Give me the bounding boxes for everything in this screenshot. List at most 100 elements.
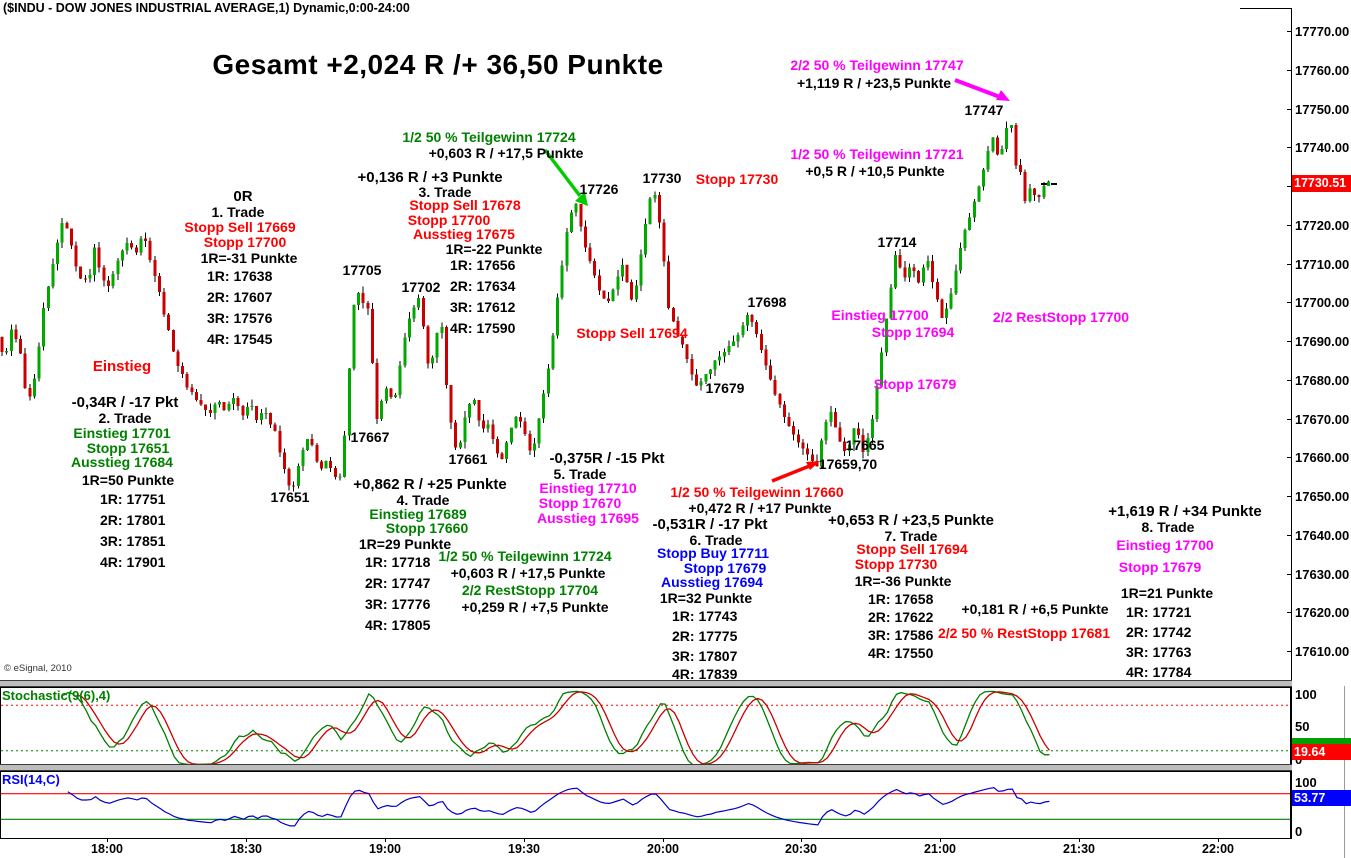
trade-2-line: 3R: 17851: [100, 533, 166, 549]
trade-3-line: Ausstieg 17675: [413, 226, 515, 242]
time-tick-label: 19:00: [369, 842, 401, 856]
trade-1-line: Stopp Sell 17669: [184, 219, 296, 235]
trade-1-line: 1R: 17638: [207, 268, 273, 284]
trade-note: Einstieg: [92, 358, 152, 375]
pane-splitter-2[interactable]: [0, 764, 1292, 771]
stochastic-k-badge: [1292, 738, 1351, 747]
price-tick: [1287, 457, 1292, 459]
trade-note: +0,181 R / +6,5 Punkte: [961, 601, 1109, 617]
rsi-scale-label: 0: [1295, 824, 1303, 839]
rsi-pane[interactable]: [0, 771, 1291, 839]
time-tick-label: 20:30: [785, 842, 817, 856]
trade-note: +0,472 R / +17 Punkte: [688, 500, 832, 516]
trade-8-line: 4R: 17784: [1126, 664, 1192, 680]
trade-note: Stopp 17679: [873, 376, 957, 392]
trade-note: 1/2 50 % Teilgewinn 17724: [402, 129, 576, 145]
price-tick: [1287, 186, 1292, 187]
trade-note: 2/2 50 % RestStopp 17681: [938, 625, 1110, 641]
trade-4-line: 1R=29 Punkte: [358, 536, 452, 552]
trade-1-line: 1R=-31 Punkte: [200, 250, 298, 266]
magenta-arrow: [954, 78, 1010, 101]
symbol-header: ($INDU - DOW JONES INDUSTRIAL AVERAGE,1)…: [3, 1, 410, 15]
price-pane[interactable]: [0, 0, 1291, 681]
trade-5-line: Ausstieg 17695: [537, 510, 639, 526]
price-point-label: 17667: [350, 429, 390, 445]
trade-2-line: Ausstieg 17684: [71, 454, 173, 470]
price-tick-label: 17690.00: [1295, 334, 1350, 349]
price-point-label: 17659,70: [818, 456, 878, 472]
price-tick-label: 17760.00: [1295, 62, 1350, 78]
price-point-label: 17705: [342, 262, 382, 278]
trade-7-line: 7. Trade: [884, 528, 938, 544]
price-tick-label: 17740.00: [1295, 140, 1350, 156]
price-tick: [1287, 263, 1292, 265]
trade-8-line: 1R: 17721: [1126, 604, 1192, 620]
trade-note: 1/2 50 % Teilgewinn 17724: [438, 548, 612, 564]
trade-3-line: 1R: 17656: [450, 257, 516, 273]
red-arrow: [771, 461, 820, 483]
trade-3-line: 3. Trade: [418, 184, 472, 200]
stochastic-value-badge: 19.64: [1292, 744, 1351, 760]
trade-5-line: Stopp 17670: [538, 495, 622, 511]
trade-2-line: Stopp 17651: [86, 440, 170, 456]
trade-7-line: +0,653 R / +23,5 Punkte: [828, 512, 994, 529]
trade-6-line: 3R: 17807: [672, 648, 738, 664]
price-tick-label: 17640.00: [1295, 527, 1350, 543]
time-tick-label: 21:30: [1063, 842, 1095, 856]
trade-3-line: Stopp 17700: [407, 212, 491, 228]
trade-3-line: 3R: 17612: [450, 299, 516, 315]
price-tick: [1287, 31, 1292, 32]
trade-6-line: Ausstieg 17694: [661, 574, 763, 590]
annotation-arrows: [543, 78, 1010, 483]
trade-6-line: Stopp Buy 17711: [656, 545, 770, 561]
trade-2-line: 1R=50 Punkte: [81, 472, 175, 488]
price-tick: [1287, 108, 1292, 110]
price-tick: [1287, 573, 1292, 575]
trade-6-line: 1R: 17743: [672, 608, 738, 624]
trade-2-line: 4R: 17901: [100, 554, 166, 570]
price-tick-label: 17610.00: [1295, 644, 1350, 659]
time-tick: [385, 838, 386, 842]
time-tick: [801, 838, 802, 842]
trade-4-line: Einstieg 17689: [369, 506, 467, 522]
price-tick: [1287, 612, 1292, 614]
trade-7-line: 1R=-36 Punkte: [854, 573, 952, 589]
trade-note: Stopp Sell 17694: [576, 325, 688, 341]
trade-note: 2/2 RestStopp 17700: [992, 309, 1130, 325]
rsi-value-badge: 53.77: [1292, 790, 1351, 806]
trade-8-line: 3R: 17763: [1126, 644, 1192, 660]
trade-note: Einstieg 17700: [831, 307, 929, 323]
trade-5-line: 5. Trade: [553, 466, 607, 482]
price-tick-label: 17680.00: [1295, 372, 1350, 388]
trade-6-line: Stopp 17679: [683, 560, 767, 576]
trade-8-line: Einstieg 17700: [1116, 537, 1214, 553]
rsi-label: RSI(14,C): [2, 772, 60, 787]
trade-4-line: 4. Trade: [396, 492, 450, 508]
time-tick: [1079, 838, 1080, 842]
stochastic-label: Stochastic(9(6),4): [2, 688, 111, 703]
price-tick-label: 17620.00: [1295, 605, 1350, 621]
trade-3-line: +0,136 R / +3 Punkte: [357, 169, 503, 186]
price-point-label: 17698: [747, 294, 787, 310]
pane-splitter-1[interactable]: [0, 680, 1292, 687]
price-point-label: 17747: [964, 102, 1004, 118]
time-tick: [1218, 838, 1219, 842]
price-tick-label: 17670.00: [1295, 411, 1350, 427]
trade-3-line: 2R: 17634: [450, 278, 516, 294]
trade-7-line: 4R: 17550: [868, 645, 934, 661]
trade-7-line: Stopp 17730: [854, 556, 938, 572]
time-tick-label: 18:30: [230, 842, 262, 856]
trade-note: 2/2 RestStopp 17704: [461, 582, 599, 598]
trade-2-line: 2. Trade: [98, 410, 152, 426]
stochastic-scale-label: 100: [1295, 687, 1317, 702]
trade-6-line: -0,531R / -17 Pkt: [652, 516, 768, 533]
last-price-badge: 17730.51: [1292, 175, 1351, 192]
trade-note: 1/2 50 % Teilgewinn 17660: [670, 484, 844, 500]
stochastic-pane[interactable]: [0, 687, 1291, 766]
time-tick-label: 20:00: [647, 842, 679, 856]
price-tick: [1287, 224, 1292, 226]
price-tick: [1287, 651, 1292, 652]
time-tick-label: 22:00: [1202, 842, 1234, 856]
trade-7-line: 3R: 17586: [868, 627, 934, 643]
price-tick-label: 17750.00: [1295, 101, 1350, 117]
